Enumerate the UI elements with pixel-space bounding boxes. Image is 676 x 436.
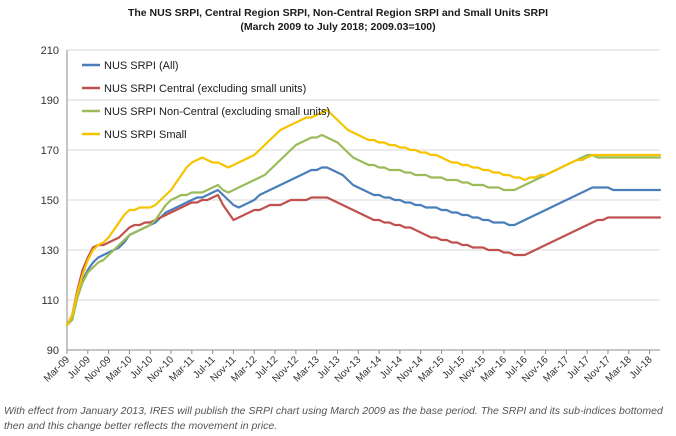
chart-container: The NUS SRPI, Central Region SRPI, Non-C… <box>41 7 662 385</box>
y-tick-label: 130 <box>41 245 59 257</box>
series-line-2 <box>65 193 662 327</box>
legend-label: NUS SRPI (All) <box>104 60 179 72</box>
chart-subtitle: (March 2009 to July 2018; 2009.03=100) <box>240 21 436 33</box>
y-tick-label: 90 <box>47 345 59 357</box>
chart-title: The NUS SRPI, Central Region SRPI, Non-C… <box>127 7 549 19</box>
legend-label: NUS SRPI Non-Central (excluding small un… <box>104 106 330 118</box>
series-line-4 <box>65 108 662 327</box>
y-tick-label: 190 <box>41 95 59 107</box>
y-tick-label: 110 <box>41 295 59 307</box>
legend-label: NUS SRPI Small <box>104 129 187 141</box>
y-tick-label: 150 <box>41 195 59 207</box>
y-tick-label: 170 <box>41 145 59 157</box>
series-line-1 <box>65 166 662 327</box>
x-tick-label: Mar-09 <box>42 354 72 384</box>
x-tick-label: Jul-18 <box>628 354 655 381</box>
y-tick-label: 210 <box>41 45 59 57</box>
chart-caption: With effect from January 2013, IRES will… <box>4 405 663 432</box>
line-chart: 90110130150170190210Mar-09Jul-09Nov-09Ma… <box>41 45 662 385</box>
legend-label: NUS SRPI Central (excluding small units) <box>104 83 306 95</box>
